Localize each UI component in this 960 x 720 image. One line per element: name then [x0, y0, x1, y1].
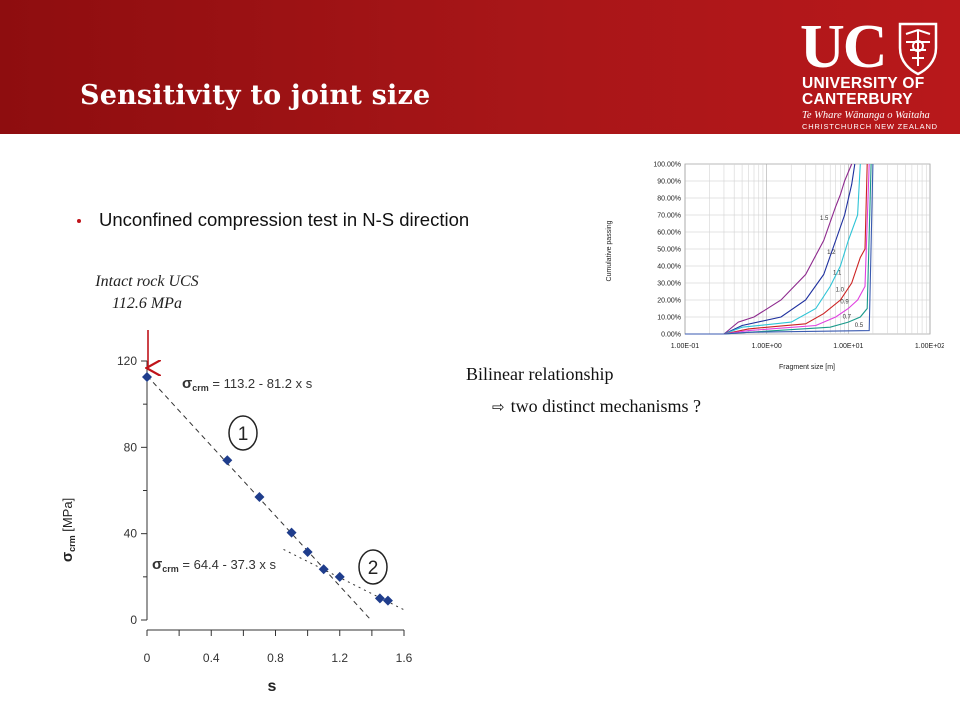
- arrow-right-icon: ⇨: [492, 398, 505, 416]
- fragment-chart: 0.00% 10.00% 20.00% 30.00% 40.00% 50.00% 60.00…: [606, 162, 944, 372]
- marker-2: 2: [358, 549, 388, 585]
- university-logo: UC UNIVERSITY OF CANTERBURY Te Whare Wān…: [800, 13, 950, 131]
- data-point: [334, 571, 345, 582]
- logo-city: CHRISTCHURCH NEW ZEALAND: [802, 122, 938, 131]
- logo-line2: CANTERBURY: [802, 91, 913, 108]
- fragment-y-tick: 80.00%: [657, 196, 681, 203]
- logo-uc-text: UC: [800, 13, 888, 81]
- fragment-y-label: Cumulative passing: [606, 220, 613, 281]
- slide-title: Sensitivity to joint size: [80, 80, 431, 111]
- fragment-y-tick: 10.00%: [657, 315, 681, 322]
- fragment-x-tick: 1.00E+01: [833, 343, 863, 350]
- intact-rock-line2: 112.6 MPa: [112, 295, 182, 312]
- series-label: 1.5: [820, 216, 829, 222]
- fragment-y-tick: 50.00%: [657, 247, 681, 254]
- fragment-y-tick: 100.00%: [653, 162, 681, 169]
- data-point: [318, 564, 329, 575]
- series-label: 0.9: [840, 299, 849, 305]
- fragment-x-tick: 1.00E+00: [752, 343, 782, 350]
- series-label: 1.1: [833, 271, 842, 277]
- series-label: 0.7: [843, 315, 852, 321]
- fragment-series-line: [685, 163, 861, 335]
- fragment-y-tick: 90.00%: [657, 179, 681, 186]
- x-tick-label: 0: [144, 651, 151, 665]
- data-point: [254, 491, 265, 502]
- data-point: [142, 371, 152, 382]
- x-tick-label: 1.6: [396, 651, 413, 665]
- fragment-series-line: [685, 163, 868, 335]
- fragment-series-line: [685, 163, 856, 335]
- bullet-dot: [77, 219, 81, 223]
- mechanisms-line: ⇨ two distinct mechanisms ?: [492, 396, 701, 417]
- data-point: [374, 593, 385, 604]
- data-point: [382, 595, 393, 606]
- fragment-y-tick: 20.00%: [657, 298, 681, 305]
- marker-1-label: 1: [238, 424, 249, 445]
- intact-rock-line1: Intact rock UCS: [95, 273, 199, 290]
- fit-line-2: [283, 548, 405, 611]
- x-tick-label: 1.2: [331, 651, 348, 665]
- data-point: [286, 527, 297, 538]
- series-label: 0.5: [855, 323, 864, 329]
- x-tick-label: 0.8: [267, 651, 284, 665]
- fragment-y-tick: 0.00%: [661, 332, 681, 339]
- equation-1: σcrm = 113.2 - 81.2 x s: [182, 375, 313, 393]
- fragment-y-tick: 30.00%: [657, 281, 681, 288]
- y-axis-label: σcrm [MPa]: [59, 498, 77, 562]
- mechanisms-text: two distinct mechanisms ?: [510, 396, 702, 416]
- logo-line1: UNIVERSITY OF: [802, 75, 925, 92]
- bullet-text: Unconfined compression test in N-S direc…: [99, 209, 470, 230]
- fragment-series-line: [685, 163, 870, 335]
- y-tick-label: 120: [117, 354, 137, 368]
- marker-2-label: 2: [368, 558, 379, 579]
- fragment-y-tick: 40.00%: [657, 264, 681, 271]
- scatter-chart: 0 40 80 120 0 0.4 0.8 1.2 1.6 s σcrm [MPa] σcrm …: [59, 330, 413, 695]
- series-label: 1.2: [827, 250, 836, 256]
- equation-2: σcrm = 64.4 - 37.3 x s: [152, 556, 276, 574]
- crest-icon: [898, 22, 938, 76]
- x-tick-label: 0.4: [203, 651, 220, 665]
- data-point: [222, 455, 233, 466]
- y-tick-label: 0: [130, 613, 137, 627]
- intact-rock-label: Intact rock UCS 112.6 MPa: [82, 271, 212, 315]
- fragment-x-label: Fragment size [m]: [779, 364, 835, 371]
- x-axis-label: s: [268, 678, 277, 695]
- fragment-x-tick: 1.00E+02: [915, 343, 944, 350]
- y-tick-label: 80: [124, 440, 138, 454]
- series-label: 1.0: [836, 288, 845, 294]
- y-tick-label: 40: [124, 527, 138, 541]
- header-banner: [0, 0, 960, 134]
- fragment-x-tick: 1.00E-01: [671, 343, 700, 350]
- fragment-series-line: [685, 163, 853, 335]
- fragment-y-tick: 60.00%: [657, 230, 681, 237]
- fragment-y-tick: 70.00%: [657, 213, 681, 220]
- data-point: [302, 547, 313, 558]
- bilinear-text: Bilinear relationship: [466, 364, 614, 384]
- fragment-series-line: [685, 163, 874, 335]
- marker-1: 1: [228, 415, 258, 451]
- logo-maori-name: Te Whare Wānanga o Waitaha: [802, 110, 930, 121]
